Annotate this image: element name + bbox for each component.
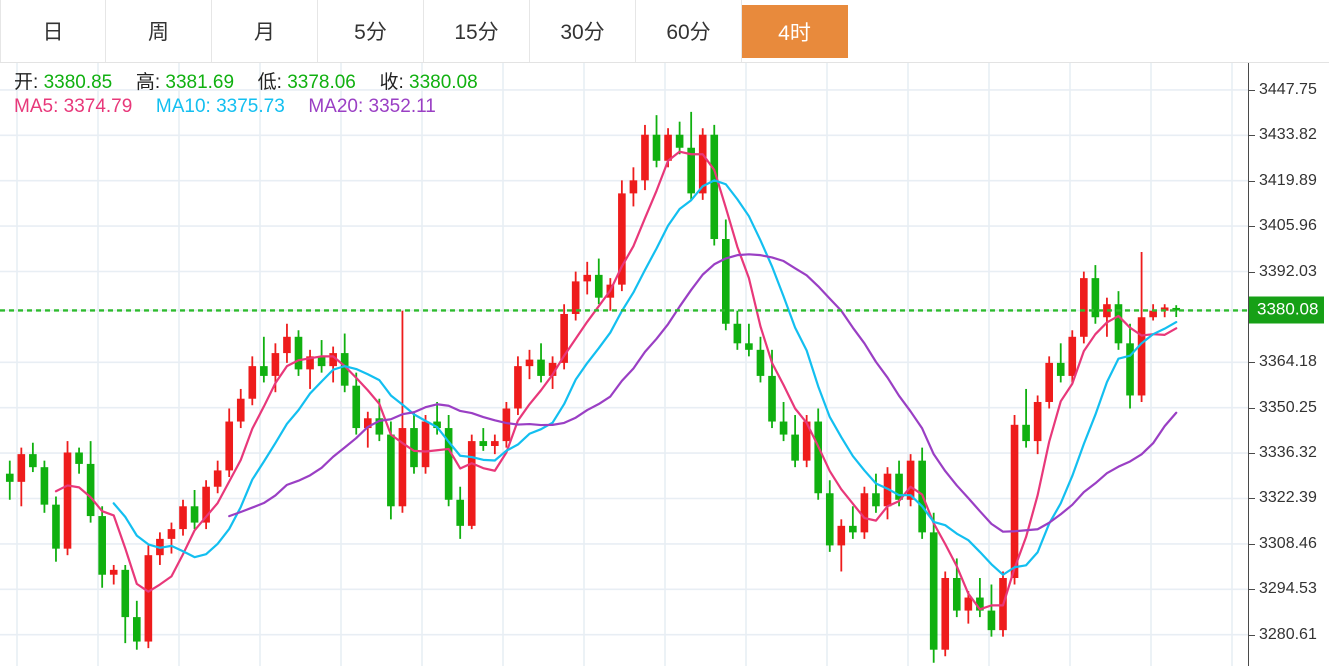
- axis-tick: [1249, 407, 1255, 409]
- tab-60min[interactable]: 60分: [636, 0, 742, 62]
- tab-4hour[interactable]: 4时: [742, 5, 848, 58]
- axis-label: 3364.18: [1259, 353, 1317, 371]
- tab-week[interactable]: 周: [106, 0, 212, 62]
- axis-tick: [1249, 362, 1255, 364]
- axis-tick: [1249, 180, 1255, 182]
- axis-label: 3392.03: [1259, 262, 1317, 280]
- ma-line-ma20: [228, 253, 1178, 533]
- axis-label: 3336.32: [1259, 444, 1317, 462]
- candlestick-chart[interactable]: 开: 3380.85 高: 3381.69 低: 3378.06 收: 3380…: [0, 63, 1329, 666]
- axis-label: 3308.46: [1259, 534, 1317, 552]
- ma-line-ma5: [54, 150, 1178, 611]
- axis-label: 3433.82: [1259, 126, 1317, 144]
- axis-tick: [1249, 226, 1255, 228]
- tab-day[interactable]: 日: [0, 0, 106, 62]
- tab-15min[interactable]: 15分: [424, 0, 530, 62]
- axis-tick: [1249, 89, 1255, 91]
- tab-label: 周: [148, 21, 169, 44]
- axis-label: 3294.53: [1259, 580, 1317, 598]
- tab-label: 30分: [560, 21, 605, 44]
- axis-label: 3350.25: [1259, 398, 1317, 416]
- tab-label: 15分: [454, 21, 499, 44]
- axis-label: 3419.89: [1259, 171, 1317, 189]
- axis-label: 3280.61: [1259, 625, 1317, 643]
- timeframe-tabbar: 日 周 月 5分 15分 30分 60分 4时: [0, 0, 1329, 63]
- tab-label: 5分: [354, 21, 387, 44]
- candle-series: [5, 111, 1181, 663]
- tab-30min[interactable]: 30分: [530, 0, 636, 62]
- chart-plot-area[interactable]: [0, 63, 1248, 666]
- tab-label: 4时: [778, 21, 811, 45]
- axis-tick: [1249, 271, 1255, 273]
- axis-tick: [1249, 543, 1255, 545]
- tab-month[interactable]: 月: [212, 0, 318, 62]
- tab-label: 日: [42, 21, 64, 44]
- axis-label: 3447.75: [1259, 80, 1317, 98]
- axis-tick: [1249, 498, 1255, 500]
- axis-tick: [1249, 135, 1255, 137]
- tab-label: 月: [254, 21, 275, 44]
- tab-5min[interactable]: 5分: [318, 0, 424, 62]
- ma-line-ma10: [112, 179, 1178, 576]
- axis-label: 3322.39: [1259, 489, 1317, 507]
- axis-tick: [1249, 589, 1255, 591]
- axis-tick: [1249, 453, 1255, 455]
- axis-tick: [1249, 634, 1255, 636]
- tab-label: 60分: [666, 21, 711, 44]
- axis-label: 3405.96: [1259, 217, 1317, 235]
- chart-canvas: [0, 63, 1248, 666]
- price-axis: 3447.75 3433.82 3419.89 3405.96 3392.03 3364.…: [1248, 63, 1329, 666]
- current-price-badge: 3380.08: [1249, 296, 1325, 324]
- tabbar-filler: [848, 0, 1329, 62]
